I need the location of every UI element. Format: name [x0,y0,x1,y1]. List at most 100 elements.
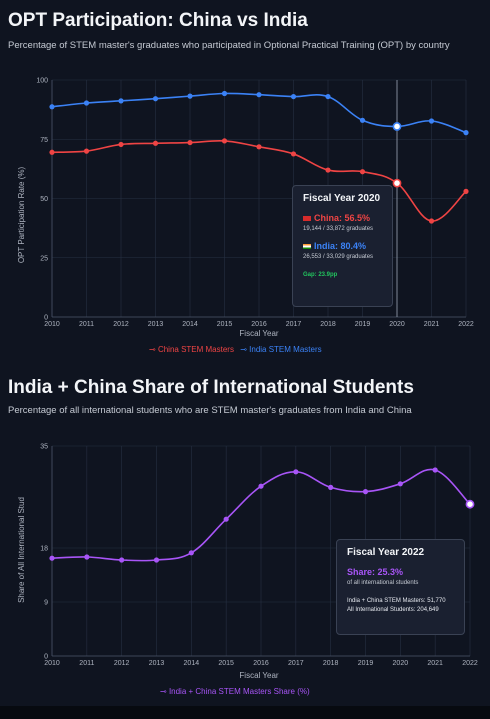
data-point [428,218,435,224]
tooltip-gap: Gap: 23.9pp [303,272,338,278]
x-tick-label: 2013 [149,660,165,667]
data-point [83,100,90,106]
data-point [118,98,124,104]
x-tick-label: 2011 [79,660,94,667]
y-tick-label: 9 [44,600,48,607]
chart2-legend[interactable]: ⊸ India + China STEM Masters Share (%) [160,687,310,696]
data-point [362,489,369,495]
y-tick-label: 0 [44,654,48,661]
chart1-subtitle: Percentage of STEM master's graduates wh… [8,40,450,51]
data-point [152,96,159,102]
legend-item-china[interactable]: ⊸ China STEM Masters [149,345,236,354]
data-point [465,499,475,509]
y-tick-label: 25 [40,255,48,262]
data-point [221,90,228,97]
chart2-tooltip: Fiscal Year 2022 Share: 25.3% of all int… [336,539,465,635]
x-tick-label: 2021 [424,321,440,328]
data-point [84,554,90,560]
data-point [152,140,159,146]
tooltip2-line1: India + China STEM Masters: 51,770 [347,598,446,604]
x-tick-label: 2015 [217,321,233,328]
tooltip2-share-sub: of all international students [347,580,419,586]
data-point [256,144,262,150]
x-tick-label: 2020 [393,660,409,667]
x-tick-label: 2015 [218,660,234,667]
legend-item-india[interactable]: ⊸ India STEM Masters [240,345,321,354]
data-point [153,557,160,563]
data-point [392,122,402,131]
data-point [188,550,194,556]
data-point [325,167,331,173]
y-tick-label: 35 [40,444,48,451]
x-tick-label: 2022 [462,660,478,667]
data-point [49,104,55,110]
data-point [328,484,334,490]
legend-share-icon: ⊸ [160,687,167,696]
x-tick-label: 2010 [44,660,60,667]
legend-india-label: India STEM Masters [249,345,322,354]
x-tick-label: 2022 [458,321,474,328]
x-tick-label: 2016 [253,660,269,667]
x-tick-label: 2016 [251,321,267,328]
legend-china-label: China STEM Masters [157,345,234,354]
data-point [49,555,55,561]
x-tick-label: 2010 [44,321,60,328]
chart1-legend[interactable]: ⊸ China STEM Masters ⊸ India STEM Master… [149,345,322,354]
x-tick-label: 2012 [114,660,130,667]
data-point [258,483,264,489]
chart1-title: OPT Participation: China vs India [8,10,308,31]
tooltip-india-label: India: 80.4% [314,241,367,251]
y-tick-label: 50 [40,196,48,203]
x-tick-label: 2013 [148,321,164,328]
tooltip2-title: Fiscal Year 2022 [347,547,425,558]
x-tick-label: 2018 [323,660,339,667]
x-tick-label: 2018 [320,321,336,328]
data-point [290,93,297,100]
tooltip-china-row: China: 56.5% [303,213,382,223]
data-point [463,130,469,136]
data-point [119,557,125,563]
chart2-title: India + China Share of International Stu… [8,377,414,398]
data-point [221,138,228,144]
x-tick-label: 2014 [182,321,198,328]
x-tick-label: 2020 [389,321,405,328]
data-point [325,93,331,100]
data-point [83,148,90,154]
x-tick-label: 2012 [113,321,129,328]
tooltip2-share: Share: 25.3% [347,567,404,577]
y-tick-label: 100 [36,78,48,85]
data-point [187,139,193,146]
y-tick-label: 0 [44,315,48,322]
data-point [256,92,262,98]
x-tick-label: 2014 [184,660,200,667]
legend-share-label: India + China STEM Masters Share (%) [168,687,310,696]
data-point [187,93,193,99]
data-point [463,188,469,194]
chart1-plot[interactable]: OPT Participation Rate (%) Fiscal Year 2… [0,70,490,370]
tooltip-india-sub: 26,553 / 33,029 graduates [303,254,374,260]
x-tick-label: 2019 [355,321,371,328]
tooltip-china-label: China: 56.5% [314,213,371,223]
legend-china-icon: ⊸ [149,345,156,354]
chart2-xlabel: Fiscal Year [239,671,278,680]
x-tick-label: 2019 [358,660,374,667]
y-tick-label: 75 [40,137,48,144]
data-point [118,141,124,148]
x-tick-label: 2011 [79,321,94,328]
tooltip-title: Fiscal Year 2020 [303,193,381,204]
chart1-tooltip: Fiscal Year 2020 China: 56.5% 19,144 / 3… [292,185,393,307]
chart1-xlabel: Fiscal Year [239,329,278,338]
data-point [293,469,299,475]
tooltip-india-row: India: 80.4% [303,241,382,251]
china-flag-icon [303,216,311,222]
chart1-ylabel: OPT Participation Rate (%) [17,167,26,264]
data-point [397,481,403,487]
chart2-ylabel: Share of All International Stud [17,497,26,603]
tooltip2-line2: All International Students: 204,649 [347,607,439,613]
chart2-subtitle: Percentage of all international students… [8,405,412,416]
data-point [223,516,229,522]
x-tick-label: 2017 [286,321,302,328]
data-point [49,149,55,155]
tooltip-china-sub: 19,144 / 33,872 graduates [303,226,374,232]
data-point [359,169,366,175]
